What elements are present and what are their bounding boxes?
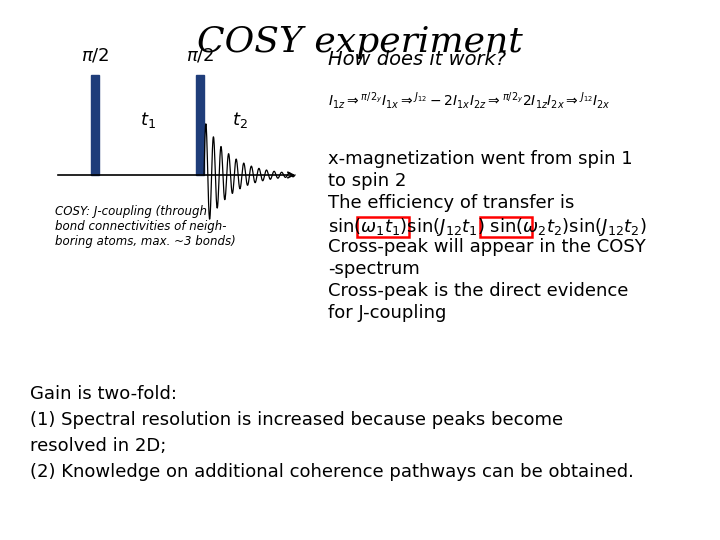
Text: (2) Knowledge on additional coherence pathways can be obtained.: (2) Knowledge on additional coherence pa… bbox=[30, 463, 634, 481]
Text: Cross-peak will appear in the COSY: Cross-peak will appear in the COSY bbox=[328, 238, 646, 256]
Text: The efficiency of transfer is: The efficiency of transfer is bbox=[328, 194, 575, 212]
Text: COSY experiment: COSY experiment bbox=[197, 25, 523, 59]
Text: COSY: J-coupling (through
bond connectivities of neigh-
boring atoms, max. ~3 bo: COSY: J-coupling (through bond connectiv… bbox=[55, 205, 235, 248]
Bar bbox=[196, 75, 204, 175]
Bar bbox=[480, 217, 532, 237]
Text: Cross-peak is the direct evidence: Cross-peak is the direct evidence bbox=[328, 282, 629, 300]
Text: -spectrum: -spectrum bbox=[328, 260, 420, 278]
Text: to spin 2: to spin 2 bbox=[328, 172, 406, 190]
Text: How does it work?: How does it work? bbox=[328, 50, 506, 69]
Text: $I_{1z} \Rightarrow^{\pi/2_y} I_{1x} \Rightarrow^{J_{12}} -2I_{1x}I_{2z} \Righta: $I_{1z} \Rightarrow^{\pi/2_y} I_{1x} \Ri… bbox=[328, 90, 611, 111]
Text: $t_2$: $t_2$ bbox=[232, 110, 248, 130]
Text: resolved in 2D;: resolved in 2D; bbox=[30, 437, 166, 455]
Bar bbox=[357, 217, 409, 237]
Text: x-magnetization went from spin 1: x-magnetization went from spin 1 bbox=[328, 150, 633, 168]
Text: $\pi/2$: $\pi/2$ bbox=[81, 47, 109, 65]
Text: Gain is two-fold:: Gain is two-fold: bbox=[30, 385, 177, 403]
Text: (1) Spectral resolution is increased because peaks become: (1) Spectral resolution is increased bec… bbox=[30, 411, 563, 429]
Text: for J-coupling: for J-coupling bbox=[328, 304, 446, 322]
Text: sin($\omega_1 t_1$)sin($J_{12}t_1$) sin($\omega_2 t_2$)sin($J_{12}t_2$): sin($\omega_1 t_1$)sin($J_{12}t_1$) sin(… bbox=[328, 216, 647, 238]
Text: $t_1$: $t_1$ bbox=[140, 110, 156, 130]
Bar bbox=[91, 75, 99, 175]
Text: $\pi/2$: $\pi/2$ bbox=[186, 47, 214, 65]
